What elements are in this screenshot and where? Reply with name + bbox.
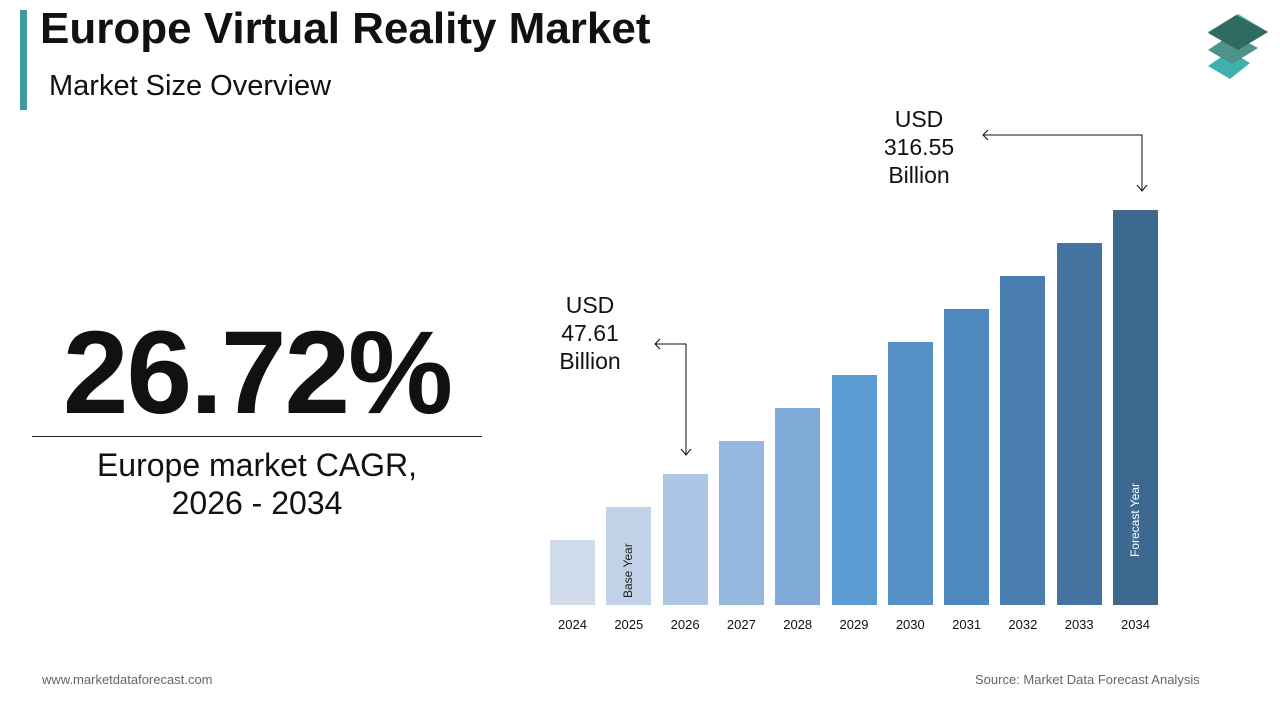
bar-label-2025: Base Year <box>620 543 635 598</box>
x-tick-label: 2033 <box>1064 617 1094 632</box>
annotation-start-line2: 47.61 <box>561 320 619 346</box>
page-subtitle: Market Size Overview <box>49 70 332 102</box>
x-tick-label: 2034 <box>1121 617 1150 632</box>
bar-2031 <box>944 309 990 605</box>
x-tick-label: 2028 <box>783 617 813 632</box>
x-tick-label: 2025 <box>614 617 644 632</box>
annotation-start-line1: USD <box>565 292 615 318</box>
annotation-end: USD 316.55 Billion <box>869 105 969 189</box>
page-title: Europe Virtual Reality Market <box>40 4 651 53</box>
accent-bar <box>20 10 27 110</box>
x-tick-label: 2024 <box>558 617 587 632</box>
bar-2033 <box>1056 243 1102 605</box>
bar-2026 <box>662 474 708 605</box>
annotation-start: USD 47.61 Billion <box>545 291 635 375</box>
x-tick-label: 2029 <box>839 617 869 632</box>
arrow-end <box>982 129 1148 192</box>
cagr-value: 26.72% <box>62 307 453 439</box>
annotation-end-line2: 316.55 <box>883 134 955 160</box>
annotation-start-line3: Billion <box>559 348 621 374</box>
cagr-caption-line2: 2026 - 2034 <box>171 485 343 521</box>
x-tick-label: 2032 <box>1008 617 1038 632</box>
annotation-end-line3: Billion <box>888 162 950 188</box>
bar-2034 <box>1113 210 1158 605</box>
x-tick-label: 2027 <box>726 617 756 632</box>
bar-2030 <box>887 342 933 605</box>
source-note: Source: Market Data Forecast Analysis <box>975 672 1200 687</box>
website-link[interactable]: www.marketdataforecast.com <box>42 672 213 687</box>
bar-2025 <box>606 507 652 605</box>
bar-2027 <box>718 441 764 605</box>
x-tick-label: 2026 <box>670 617 700 632</box>
divider <box>32 436 482 437</box>
cagr-caption: Europe market CAGR, 2026 - 2034 <box>32 446 482 522</box>
bar-2029 <box>831 375 877 605</box>
x-tick-label: 2030 <box>895 617 925 632</box>
annotation-end-line1: USD <box>894 106 944 132</box>
bar-label-2034: Forecast Year <box>1127 482 1142 557</box>
cagr-caption-line1: Europe market CAGR, <box>96 447 418 483</box>
x-tick-label: 2031 <box>952 617 982 632</box>
bar-2028 <box>775 408 821 605</box>
bar-2024 <box>550 540 595 605</box>
logo-layer-top <box>1208 15 1268 50</box>
arrow-start <box>654 338 692 456</box>
bar-2032 <box>1000 276 1046 605</box>
